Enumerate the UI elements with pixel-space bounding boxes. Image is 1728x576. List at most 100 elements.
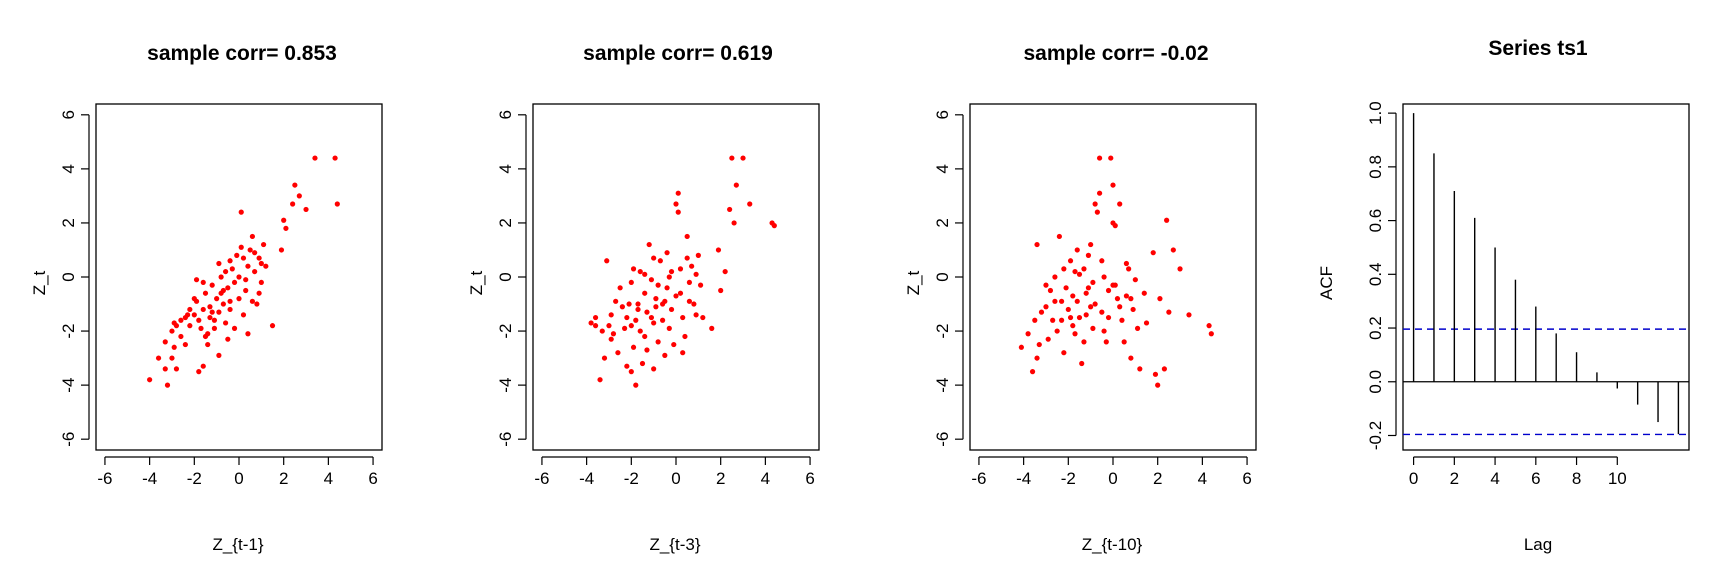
scatter-point xyxy=(682,333,688,340)
y-tick-label: 2 xyxy=(496,218,515,227)
scatter-point xyxy=(622,325,628,331)
scatter-point xyxy=(207,314,213,321)
y-tick-label: -6 xyxy=(59,432,78,447)
scatter-point xyxy=(686,279,693,286)
scatter-point xyxy=(651,320,657,326)
scatter-point xyxy=(256,290,262,296)
scatter-point xyxy=(624,363,630,369)
scatter-point xyxy=(1096,190,1103,196)
scatter-point xyxy=(686,298,693,304)
scatter-point xyxy=(626,301,632,307)
x-tick-label: -6 xyxy=(971,469,986,488)
scatter-point xyxy=(684,233,690,240)
x-axis-label: Z_{t-3} xyxy=(649,535,700,554)
scatter-point xyxy=(606,323,612,329)
scatter-point xyxy=(617,285,623,291)
scatter-point xyxy=(187,323,193,329)
scatter-point xyxy=(1152,371,1159,377)
x-tick-label: 6 xyxy=(805,469,814,488)
x-tick-label: 2 xyxy=(1450,469,1459,488)
scatter-point xyxy=(599,328,605,334)
scatter-point xyxy=(200,363,206,369)
scatter-point xyxy=(238,244,244,250)
plot-area xyxy=(95,103,383,451)
scatter-point xyxy=(718,287,724,294)
y-tick-label: 4 xyxy=(933,164,952,173)
scatter-point xyxy=(178,333,184,340)
scatter-point xyxy=(236,296,242,302)
scatter-point xyxy=(1186,312,1192,318)
x-tick-label: 0 xyxy=(234,469,243,488)
scatter-point xyxy=(1117,201,1123,207)
scatter-point xyxy=(162,339,168,345)
scatter-point xyxy=(639,360,646,367)
y-tick-label: 0.6 xyxy=(1366,209,1385,233)
scatter-point xyxy=(1076,314,1083,321)
scatter-point xyxy=(1121,339,1127,345)
scatter-point xyxy=(1092,201,1098,207)
scatter-point xyxy=(229,266,235,272)
scatter-point xyxy=(651,366,657,372)
scatter-point xyxy=(1085,252,1092,258)
scatter-point xyxy=(653,304,659,310)
y-axis-label: Z_t xyxy=(30,270,49,295)
scatter-point xyxy=(283,225,289,231)
y-tick-label: 0.4 xyxy=(1366,262,1385,286)
scatter-point xyxy=(664,285,670,291)
scatter-point xyxy=(1092,301,1098,307)
scatter-panel-lag1: sample corr= 0.853 Z_{t-1} Z_t -6 -4 -2 0 2 4… xyxy=(30,42,383,554)
scatter-point xyxy=(1164,217,1170,223)
scatter-point xyxy=(628,279,634,286)
x-axis: 0 2 4 6 8 10 xyxy=(1409,456,1627,488)
scatter-point xyxy=(1101,328,1107,334)
scatter-point xyxy=(1036,341,1042,348)
scatter-point xyxy=(207,304,213,310)
y-tick-label: 0.0 xyxy=(1366,370,1385,394)
x-tick-label: 0 xyxy=(1409,469,1418,488)
scatter-point xyxy=(225,285,231,291)
scatter-point xyxy=(243,287,249,294)
scatter-point xyxy=(290,201,296,207)
scatter-point xyxy=(1085,285,1092,291)
scatter-point xyxy=(697,282,704,288)
scatter-point xyxy=(1126,266,1132,272)
scatter-point xyxy=(332,155,338,161)
scatter-point xyxy=(740,155,746,161)
scatter-point xyxy=(209,282,215,288)
x-axis: -6 -4 -2 0 2 4 6 xyxy=(97,456,378,488)
chart-title: sample corr= 0.853 xyxy=(147,42,337,65)
scatter-point xyxy=(1070,323,1076,329)
scatter-point xyxy=(1052,298,1058,304)
scatter-point xyxy=(1043,304,1049,310)
y-tick-label: 2 xyxy=(933,218,952,227)
y-axis: -6 -4 -2 0 2 4 6 xyxy=(933,110,964,447)
x-axis-label: Z_{t-10} xyxy=(1082,535,1143,554)
scatter-point xyxy=(169,355,175,361)
chart-title: sample corr= 0.619 xyxy=(583,42,773,65)
y-axis: -0.2 0.0 0.2 0.4 0.6 0.8 1.0 xyxy=(1366,101,1397,450)
x-axis: -6 -4 -2 0 2 4 6 xyxy=(534,456,815,488)
scatter-point xyxy=(256,255,262,261)
scatter-point xyxy=(185,312,191,318)
scatter-point xyxy=(187,306,193,313)
scatter-point xyxy=(1206,323,1212,329)
scatter-point xyxy=(222,320,229,326)
scatter-point xyxy=(608,312,614,318)
scatter-point xyxy=(173,366,180,372)
scatter-point xyxy=(227,298,233,304)
scatter-point xyxy=(695,252,701,258)
scatter-point xyxy=(1083,290,1089,296)
scatter-point xyxy=(1110,182,1116,188)
scatter-point xyxy=(303,206,309,213)
scatter-point xyxy=(1059,317,1065,323)
scatter-point xyxy=(1110,282,1116,288)
scatter-point xyxy=(671,341,677,348)
scatter-point xyxy=(1076,271,1083,277)
scatter-panel-lag3: sample corr= 0.619 Z_{t-3} Z_t -6 -4 -2 0 2 4… xyxy=(467,42,820,554)
scatter-point xyxy=(673,293,679,299)
scatter-point xyxy=(1150,250,1156,256)
scatter-point xyxy=(644,309,650,315)
scatter-point xyxy=(1105,314,1112,321)
scatter-point xyxy=(292,182,298,188)
